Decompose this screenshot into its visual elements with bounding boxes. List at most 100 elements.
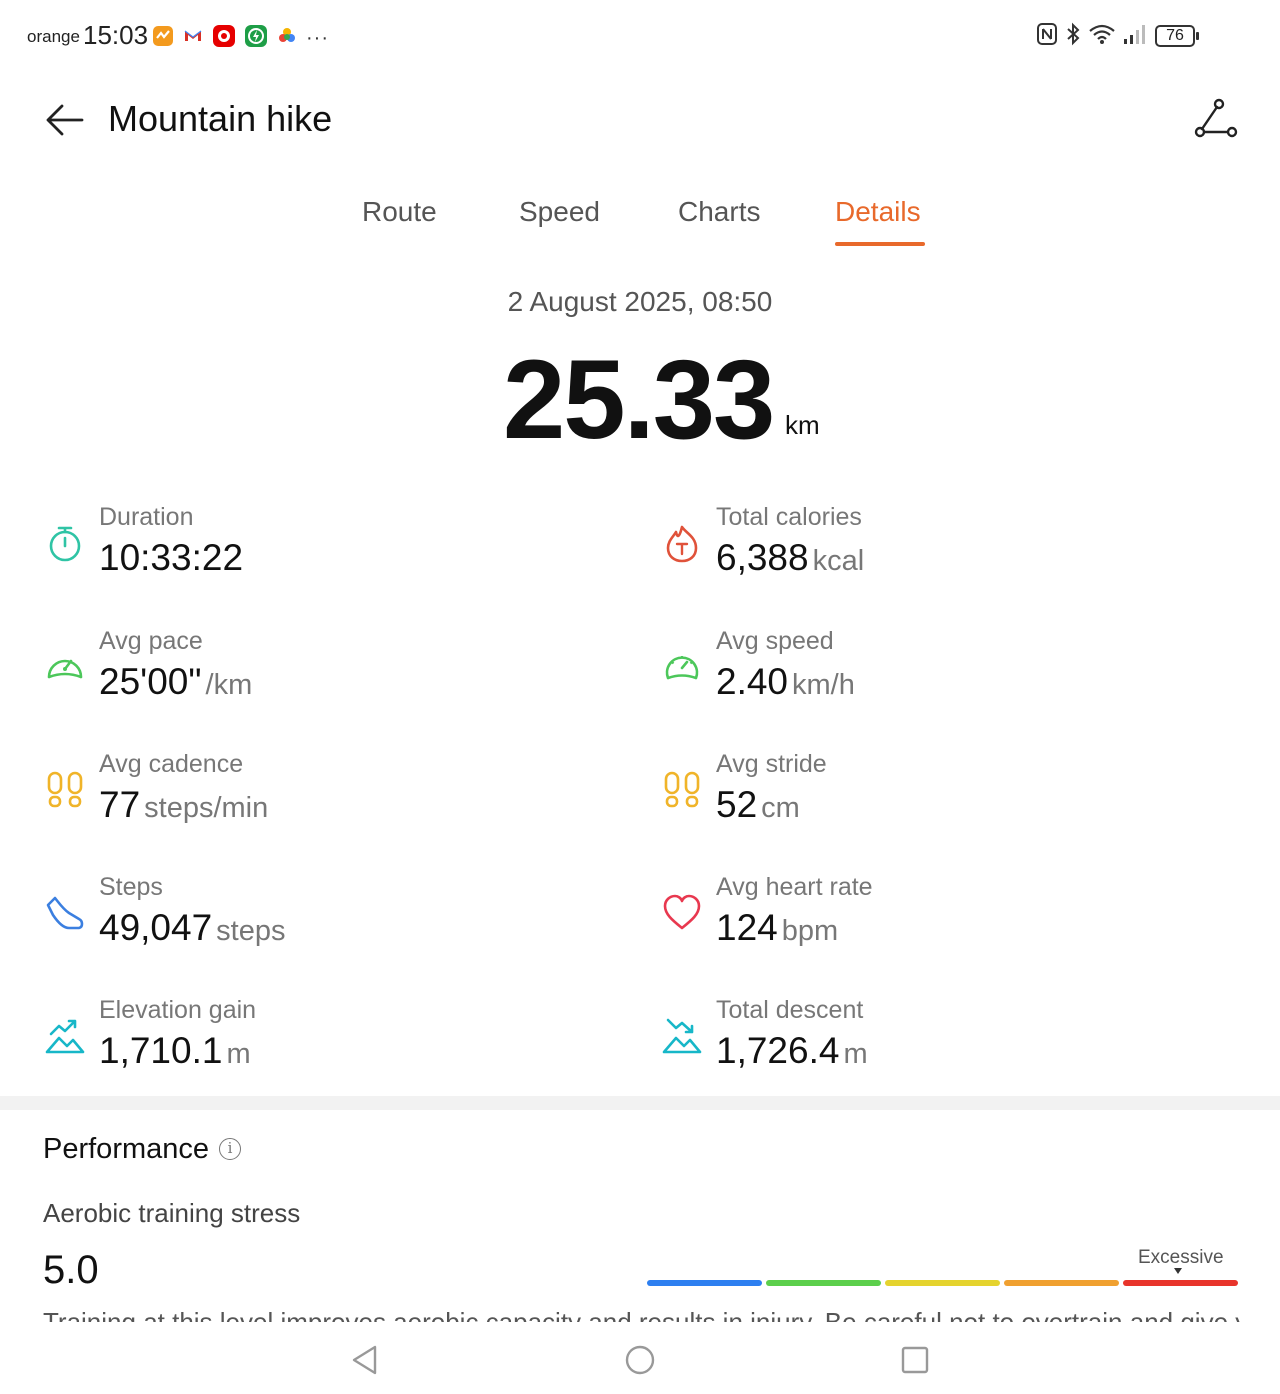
flame-icon <box>666 525 698 563</box>
stopwatch-icon <box>49 526 81 562</box>
stress-level-marker-icon <box>1174 1268 1182 1274</box>
active-tab-indicator <box>835 242 925 246</box>
nav-back-button[interactable] <box>346 1342 386 1378</box>
metric-number: 25'00" <box>99 661 202 702</box>
metric-label: Avg pace <box>99 627 203 655</box>
signal-icon <box>1122 22 1148 51</box>
performance-title: Performance <box>43 1133 210 1165</box>
metric-value: 1,726.4 m <box>716 1030 868 1072</box>
metric-avg-heart-rate: Avg heart rate 124 bpm <box>662 873 1222 973</box>
metric-unit: steps/min <box>144 792 269 824</box>
metric-value: 6,388 kcal <box>716 537 864 579</box>
metric-number: 6,388 <box>716 537 809 578</box>
metric-avg-speed: Avg speed 2.40 km/h <box>662 627 1222 727</box>
elevation-down-icon <box>662 1018 702 1054</box>
metric-label: Total descent <box>716 996 864 1024</box>
metric-unit: kcal <box>812 545 865 577</box>
aerobic-training-stress-label: Aerobic training stress <box>43 1198 301 1228</box>
metric-value: 10:33:22 <box>99 537 243 579</box>
workout-date: 2 August 2025, 08:50 <box>507 286 773 317</box>
more-dots-icon: ··· <box>306 27 329 49</box>
metric-number: 1,726.4 <box>716 1030 840 1071</box>
metric-unit: /km <box>205 669 253 701</box>
metric-label: Steps <box>99 873 163 901</box>
arrow-left-icon <box>46 104 84 136</box>
heart-icon <box>663 894 701 930</box>
performance-description: Training at this level improves aerobic … <box>43 1312 1243 1322</box>
aerobic-training-stress-value: 5.0 <box>43 1248 99 1292</box>
metric-total-calories: Total calories 6,388 kcal <box>662 503 1222 603</box>
shoe-icon <box>46 896 84 930</box>
tab-speed[interactable]: Speed <box>519 196 600 227</box>
metric-label: Total calories <box>716 503 862 531</box>
tab-route[interactable]: Route <box>362 196 437 227</box>
gauge-icon <box>47 659 83 679</box>
stress-level-label: Excessive <box>1138 1247 1224 1268</box>
metric-value: 52 cm <box>716 784 800 826</box>
metric-label: Avg cadence <box>99 750 244 778</box>
scale-segment-1 <box>647 1280 762 1286</box>
metric-number: 124 <box>716 907 778 948</box>
nav-recents-button[interactable] <box>894 1342 934 1378</box>
metric-number: 52 <box>716 784 758 825</box>
stress-level-scale <box>647 1280 1238 1286</box>
metric-steps: Steps 49,047 steps <box>45 873 605 973</box>
nav-home-button[interactable] <box>620 1342 660 1378</box>
metric-avg-stride: Avg stride 52 cm <box>662 750 1222 850</box>
metric-value: 2.40 km/h <box>716 661 855 703</box>
charging-app-icon <box>244 24 268 53</box>
battery-indicator: 76 <box>1155 25 1199 47</box>
metric-unit: cm <box>761 792 800 824</box>
metric-value: 25'00"/km <box>99 661 252 703</box>
total-distance: 25.33 <box>503 337 775 462</box>
metric-label: Avg stride <box>716 750 827 778</box>
status-bar: orange 15:03 ··· 76 <box>0 0 1280 72</box>
metric-number: 10:33:22 <box>99 537 244 578</box>
metric-duration: Duration 10:33:22 <box>45 503 605 603</box>
metric-label: Duration <box>99 503 194 531</box>
metric-avg-cadence: Avg cadence 77 steps/min <box>45 750 605 850</box>
metric-value: 124 bpm <box>716 907 838 949</box>
page-title: Mountain hike <box>108 98 333 139</box>
distance-unit: km <box>785 410 820 440</box>
route-share-button[interactable] <box>1190 96 1240 142</box>
gmail-icon <box>182 25 204 52</box>
system-status-icons <box>1036 22 1148 51</box>
metric-unit: m <box>843 1038 868 1070</box>
footprints-icon <box>664 771 700 808</box>
scale-segment-3 <box>885 1280 1000 1286</box>
photos-icon <box>276 25 298 52</box>
footprints-icon <box>47 771 83 808</box>
metric-unit: km/h <box>792 669 855 701</box>
fitness-app-icon <box>152 25 174 52</box>
back-button[interactable] <box>40 98 88 142</box>
route-path-icon <box>1194 98 1238 138</box>
metric-value: 77 steps/min <box>99 784 268 826</box>
elevation-up-icon <box>45 1019 85 1054</box>
vodafone-icon <box>212 24 236 53</box>
metric-number: 1,710.1 <box>99 1030 223 1071</box>
metric-unit: m <box>226 1038 251 1070</box>
system-nav-bar <box>0 1322 1280 1394</box>
tab-charts[interactable]: Charts <box>678 196 761 227</box>
metric-value: 1,710.1 m <box>99 1030 251 1072</box>
carrier-name: orange <box>27 27 80 46</box>
notification-icons: ··· <box>152 24 329 53</box>
metric-total-descent: Total descent 1,726.4 m <box>662 996 1222 1096</box>
tab-bar: Route Speed Charts Details <box>0 196 1280 256</box>
tab-details[interactable]: Details <box>835 196 921 227</box>
scale-segment-5 <box>1123 1280 1238 1286</box>
info-icon[interactable]: i <box>219 1138 241 1160</box>
metric-number: 2.40 <box>716 661 789 702</box>
metric-value: 49,047 steps <box>99 907 286 949</box>
bluetooth-icon <box>1064 22 1082 51</box>
metric-label: Avg speed <box>716 627 834 655</box>
recents-square-icon <box>901 1346 929 1374</box>
metric-label: Elevation gain <box>99 996 257 1024</box>
metric-number: 49,047 <box>99 907 213 948</box>
wifi-icon <box>1088 22 1116 51</box>
scale-segment-4 <box>1004 1280 1119 1286</box>
section-divider <box>0 1096 1280 1110</box>
nfc-icon <box>1036 22 1058 51</box>
metric-elevation-gain: Elevation gain 1,710.1 m <box>45 996 605 1096</box>
